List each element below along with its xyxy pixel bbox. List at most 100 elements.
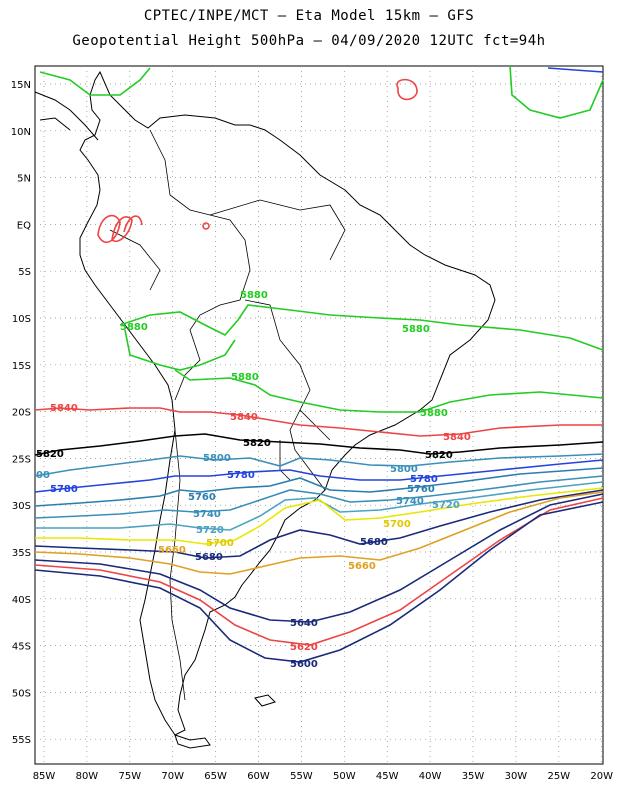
contour-label: 5800 <box>203 453 231 464</box>
lat-tick-label: 5N <box>17 174 31 185</box>
lat-tick-label: 55S <box>12 735 31 746</box>
lon-tick-label: 30W <box>505 771 528 782</box>
border-line <box>109 229 161 291</box>
lon-tick-label: 75W <box>118 771 141 782</box>
lat-tick-label: 25S <box>12 454 31 465</box>
central-america-coast <box>34 91 99 141</box>
contour-5760 <box>34 467 604 507</box>
lon-tick-label: 50W <box>333 771 356 782</box>
contour-5880-northeast <box>509 65 604 119</box>
contour-label: 5680 <box>195 552 223 563</box>
contour-blue-ne-corner <box>547 67 604 73</box>
contour-label: 5880 <box>120 322 148 333</box>
contour-labels: 5880 5880 5880 5880 5880 5840 5840 5840 … <box>36 290 471 670</box>
lat-tick-label: 45S <box>12 642 31 653</box>
contour-label: 5820 <box>36 449 64 460</box>
contour-label: 5700 <box>206 538 234 549</box>
lat-tick-label: 15N <box>11 80 31 91</box>
contour-label: 5680 <box>360 537 388 548</box>
lat-tick-label: 30S <box>12 501 31 512</box>
lat-tick-label: 35S <box>12 548 31 559</box>
contour-label: 5740 <box>193 509 221 520</box>
contour-label: 5720 <box>196 525 224 536</box>
contour-5800 <box>34 453 604 477</box>
lon-tick-label: 20W <box>590 771 613 782</box>
contour-5880-ring <box>124 329 236 371</box>
contour-label: 5880 <box>231 372 259 383</box>
contour-label: 5780 <box>410 474 438 485</box>
contour-5880-south <box>174 369 604 413</box>
axis-ticks: 15N 10N 5N EQ 5S 10S 15S 20S 25S 30S 35S 40S 45S 50S 5… <box>11 80 613 782</box>
graticule <box>35 66 603 764</box>
border-line <box>244 299 331 441</box>
lon-tick-label: 40W <box>419 771 442 782</box>
lat-tick-label: 5S <box>18 267 31 278</box>
lon-tick-label: 25W <box>547 771 570 782</box>
border-line <box>289 409 326 491</box>
lat-tick-label: 10N <box>11 127 31 138</box>
contour-red-blob-west <box>97 214 143 244</box>
contour-label: 5800 <box>390 464 418 475</box>
border-line <box>279 440 291 481</box>
contour-label: 5820 <box>243 438 271 449</box>
contour-label: 5780 <box>227 470 255 481</box>
border-line <box>169 429 186 701</box>
contour-label: 5620 <box>290 642 318 653</box>
contour-5780 <box>34 459 604 493</box>
contour-label: 5600 <box>290 659 318 670</box>
contour-5720 <box>35 481 604 531</box>
lon-tick-label: 35W <box>462 771 485 782</box>
contour-label: 5880 <box>402 324 430 335</box>
lat-tick-label: 15S <box>12 361 31 372</box>
contour-5840 <box>34 407 603 437</box>
contour-5820 <box>34 433 604 456</box>
border-line <box>209 199 346 261</box>
lat-tick-label: 50S <box>12 688 31 699</box>
border-line <box>149 129 251 401</box>
lon-tick-label: 60W <box>247 771 270 782</box>
lon-tick-label: 80W <box>76 771 99 782</box>
falklands-outline <box>254 694 276 707</box>
contour-5660 <box>34 491 604 575</box>
contour-lines <box>34 65 604 663</box>
lon-tick-label: 45W <box>376 771 399 782</box>
contour-label: 5840 <box>230 412 258 423</box>
contour-5680 <box>34 489 604 559</box>
contour-label: 5780 <box>50 484 78 495</box>
contour-5620 <box>34 497 604 646</box>
contour-label: 00 <box>36 470 50 481</box>
contour-label: 5700 <box>383 519 411 530</box>
contour-5740 <box>34 475 604 519</box>
contour-label: 5720 <box>432 500 460 511</box>
country-borders <box>109 129 346 701</box>
contour-label: 5640 <box>290 618 318 629</box>
contour-5640 <box>34 493 604 623</box>
contour-label: 5840 <box>50 403 78 414</box>
contour-red-blob-north <box>396 78 418 101</box>
lon-tick-label: 65W <box>204 771 227 782</box>
coastlines <box>34 70 496 749</box>
south-america-coast <box>79 70 496 736</box>
map-frame <box>34 65 604 765</box>
contour-5880-north <box>39 67 151 96</box>
contour-label: 5740 <box>396 496 424 507</box>
lat-tick-label: EQ <box>17 220 31 231</box>
tierra-del-fuego <box>174 734 211 749</box>
contour-5700 <box>35 487 604 545</box>
contour-label: 5760 <box>188 492 216 503</box>
lon-tick-label: 70W <box>161 771 184 782</box>
contour-5600 <box>34 501 604 663</box>
lon-tick-label: 85W <box>33 771 56 782</box>
contour-5880-central <box>119 304 604 351</box>
contour-label: 5880 <box>420 408 448 419</box>
contour-red-small <box>202 222 210 230</box>
contour-label: 5660 <box>348 561 376 572</box>
map-title-line1: CPTEC/INPE/MCT – Eta Model 15km – GFS <box>143 8 475 24</box>
map-title-line2: Geopotential Height 500hPa – 04/09/2020 … <box>72 33 546 49</box>
contour-label: 5760 <box>407 484 435 495</box>
lat-tick-label: 40S <box>12 595 31 606</box>
contour-label: 5820 <box>425 450 453 461</box>
contour-label: 5880 <box>240 290 268 301</box>
contour-label: 5840 <box>443 432 471 443</box>
